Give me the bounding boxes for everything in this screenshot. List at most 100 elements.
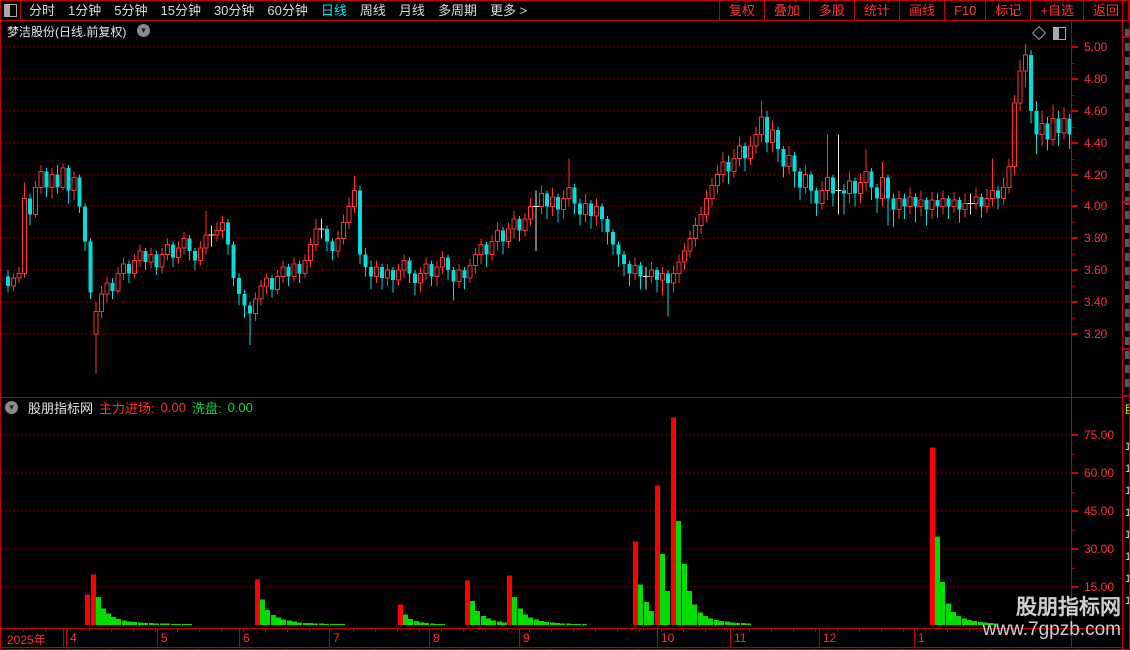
month-tick bbox=[66, 629, 67, 647]
month-tick bbox=[329, 629, 330, 647]
sidebar-section-line bbox=[1123, 36, 1129, 38]
indicator-tick-minor bbox=[1071, 454, 1075, 455]
month-tick bbox=[657, 629, 658, 647]
panel-toggle-button[interactable] bbox=[1, 1, 21, 20]
indicator-axis-label: 45.00 bbox=[1084, 504, 1115, 518]
price-axis-label: 4.60 bbox=[1084, 103, 1108, 118]
indicator-name: 股朋指标网 bbox=[28, 400, 94, 416]
indicator-bar-chart[interactable] bbox=[2, 398, 1071, 627]
price-tick bbox=[1071, 141, 1078, 144]
month-tick bbox=[157, 629, 158, 647]
toolbar-button-复权[interactable]: 复权 bbox=[718, 1, 764, 20]
menu-item-1分钟[interactable]: 1分钟 bbox=[68, 3, 102, 18]
indicator-tick bbox=[1071, 510, 1078, 512]
price-tick bbox=[1071, 269, 1078, 272]
toolbar-button-F10[interactable]: F10 bbox=[943, 1, 985, 20]
month-label: 10 bbox=[661, 631, 675, 645]
indicator-tick-minor bbox=[1071, 568, 1075, 569]
clipped-quote-digit: 1 bbox=[1125, 595, 1129, 607]
toolbar-button-+自选[interactable]: +自选 bbox=[1030, 1, 1083, 20]
menu-item-5分钟[interactable]: 5分钟 bbox=[114, 3, 148, 18]
price-axis-label: 5.00 bbox=[1084, 40, 1108, 54]
price-tick-minor bbox=[1071, 286, 1075, 287]
price-tick-minor bbox=[1071, 63, 1075, 64]
price-tick bbox=[1071, 46, 1078, 48]
candlestick-chart[interactable] bbox=[2, 39, 1071, 397]
price-axis-label: 4.20 bbox=[1084, 167, 1108, 182]
split-panel-icon bbox=[4, 4, 17, 17]
indicator-axis-label: 15.00 bbox=[1084, 580, 1115, 594]
menu-item-60分钟[interactable]: 60分钟 bbox=[267, 3, 308, 18]
indicator-axis-label: 75.00 bbox=[1084, 428, 1115, 442]
toolbar-right: 复权 叠加 多股 统计 画线 F10 标记 +自选 返回 bbox=[718, 1, 1129, 20]
menu-item-分时[interactable]: 分时 bbox=[29, 3, 56, 18]
sidebar-section-line bbox=[1123, 201, 1129, 203]
menu-item-15分钟[interactable]: 15分钟 bbox=[160, 3, 201, 18]
month-label: 9 bbox=[523, 631, 530, 645]
price-axis-label: 3.80 bbox=[1084, 231, 1108, 246]
price-axis-label: 4.40 bbox=[1084, 135, 1108, 150]
clipped-quote-digit: 1 bbox=[1125, 529, 1129, 541]
month-tick bbox=[429, 629, 430, 647]
indicator-tick bbox=[1071, 434, 1078, 436]
menu-item-30分钟[interactable]: 30分钟 bbox=[213, 3, 255, 18]
indicator-tick-minor bbox=[1071, 492, 1075, 493]
clipped-right-sidebar[interactable]: 自 1 1 1 1 1 1 1 1 bbox=[1122, 1, 1129, 649]
clipped-quote-digit: 1 bbox=[1125, 507, 1129, 519]
toolbar-button-多股[interactable]: 多股 bbox=[808, 1, 854, 20]
indicator-series1-label: 主力进场: bbox=[99, 400, 155, 416]
month-tick bbox=[239, 629, 240, 647]
price-tick bbox=[1071, 237, 1078, 240]
clipped-quote-digit: 1 bbox=[1125, 551, 1129, 563]
chevron-down-icon[interactable]: ▾ bbox=[5, 400, 18, 414]
indicator-tick bbox=[1071, 586, 1078, 588]
menu-item-多周期[interactable]: 多周期 bbox=[437, 3, 477, 18]
month-label: 1 bbox=[918, 631, 925, 645]
toolbar-button-画线[interactable]: 画线 bbox=[898, 1, 944, 20]
clipped-quote-digit: 1 bbox=[1125, 485, 1129, 497]
sidebar-section-line bbox=[1123, 348, 1129, 350]
price-tick bbox=[1071, 77, 1078, 80]
menu-item-月线[interactable]: 月线 bbox=[398, 3, 425, 18]
menu-item-更多 >[interactable]: 更多 > bbox=[489, 3, 528, 18]
indicator-axis-label: 60.00 bbox=[1084, 466, 1115, 480]
year-separator bbox=[63, 629, 64, 647]
clipped-vertical-text bbox=[1125, 29, 1129, 389]
price-axis-label: 3.60 bbox=[1084, 263, 1108, 278]
price-tick-minor bbox=[1071, 254, 1075, 255]
clipped-quote-digit: 1 bbox=[1125, 573, 1129, 585]
symbol-title: 梦洁股份(日线.前复权) bbox=[7, 25, 127, 39]
price-tick-minor bbox=[1071, 318, 1075, 319]
indicator-series2-label: 洗盘: bbox=[191, 400, 222, 416]
toolbar-button-叠加[interactable]: 叠加 bbox=[763, 1, 809, 20]
indicator-series1-value: 0.00 bbox=[160, 399, 186, 415]
month-tick bbox=[519, 629, 520, 647]
minor-date-ticks bbox=[1, 629, 1123, 632]
price-tick bbox=[1071, 173, 1078, 176]
toolbar-button-统计[interactable]: 统计 bbox=[853, 1, 899, 20]
sidebar-section-line bbox=[1123, 395, 1129, 397]
top-menu-bar: 分时 1分钟 5分钟 15分钟 30分钟 60分钟 日线 周线 月线 多周期 更多 > 复权 叠加 多股… bbox=[1, 1, 1129, 21]
year-label: 2025年 bbox=[7, 633, 46, 647]
indicator-tick-minor bbox=[1071, 530, 1075, 531]
toolbar-button-标记[interactable]: 标记 bbox=[985, 1, 1030, 20]
price-tick bbox=[1071, 109, 1078, 112]
month-label: 5 bbox=[161, 631, 168, 645]
chevron-down-icon[interactable]: ▾ bbox=[137, 24, 150, 37]
toolbar-button-返回[interactable]: 返回 bbox=[1082, 1, 1129, 20]
menu-item-日线[interactable]: 日线 bbox=[320, 3, 347, 18]
clipped-bottom-row bbox=[1, 647, 1123, 649]
split-panel-icon[interactable] bbox=[1053, 27, 1066, 40]
price-tick-minor bbox=[1071, 222, 1075, 223]
indicator-tick bbox=[1071, 548, 1078, 550]
clipped-sidebar-label: 自 bbox=[1124, 400, 1129, 417]
indicator-axis-label: 30.00 bbox=[1084, 542, 1115, 556]
price-tick bbox=[1071, 205, 1078, 208]
month-tick bbox=[914, 629, 915, 647]
price-tick bbox=[1071, 332, 1078, 335]
menu-item-周线[interactable]: 周线 bbox=[359, 3, 386, 18]
clipped-quote-digit: 1 bbox=[1125, 463, 1129, 475]
price-axis-label: 4.80 bbox=[1084, 71, 1108, 86]
price-axis-label: 3.20 bbox=[1084, 326, 1108, 341]
